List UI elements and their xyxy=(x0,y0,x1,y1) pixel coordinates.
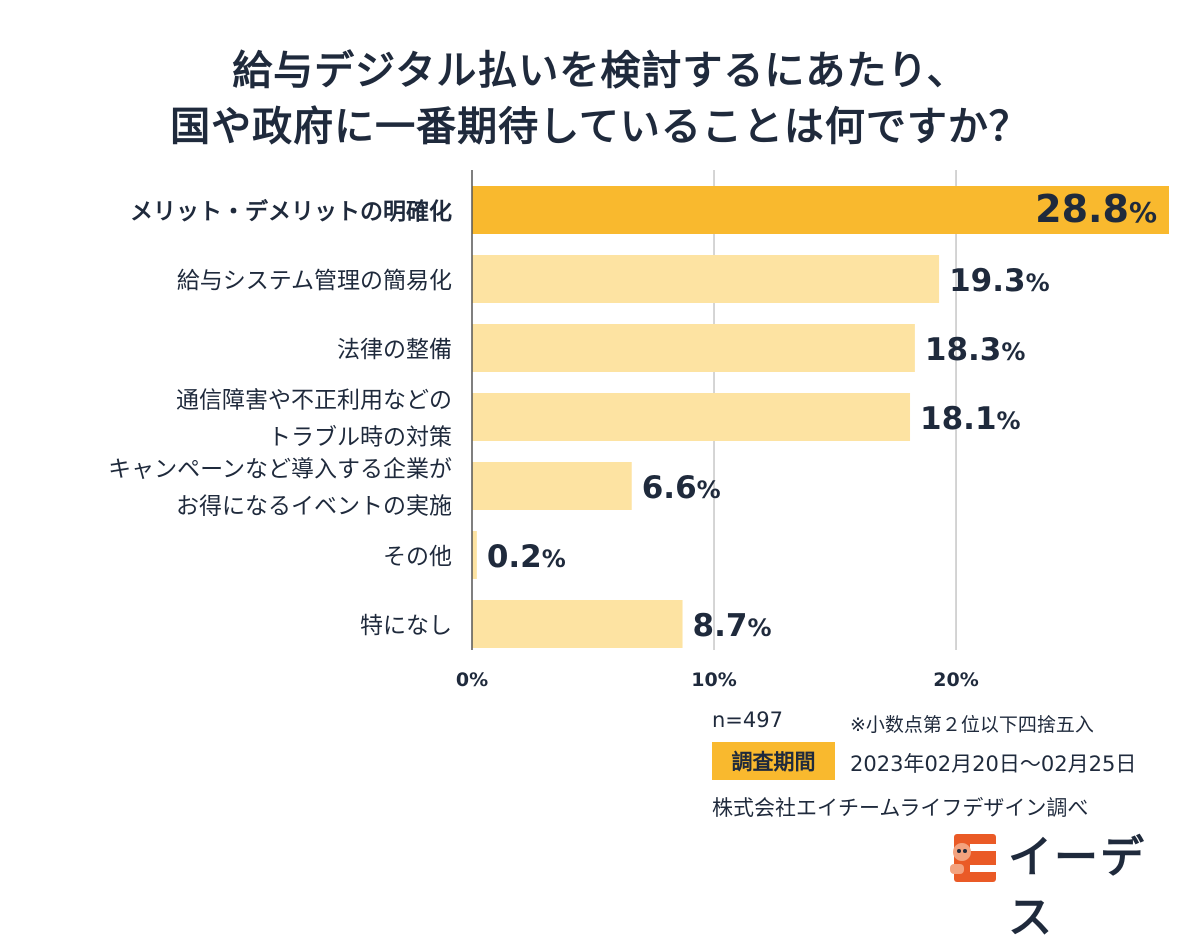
category-label: 法律の整備 xyxy=(337,337,452,363)
sample-size: n=497 xyxy=(712,708,783,732)
x-tick-label: 10% xyxy=(691,669,736,691)
bar xyxy=(472,462,632,510)
category-label: 給与システム管理の簡易化 xyxy=(177,268,452,294)
bar xyxy=(472,186,1169,234)
bar xyxy=(472,255,940,303)
category-label: 特になし xyxy=(360,613,452,639)
x-tick-label: 0% xyxy=(456,669,488,691)
bar-chart: メリット・デメリットの明確化 28.8% 給与システム管理の簡易化 19.3% 法律の整… xyxy=(108,170,1169,691)
chart-title-line-1: 給与デジタル払いを検討するにあたり、 xyxy=(232,48,968,94)
value-label: 6.6% xyxy=(642,470,721,506)
brand-name: イーデス xyxy=(1008,832,1146,943)
chart-title-line-2: 国や政府に一番期待していることは何ですか？ xyxy=(170,104,1030,150)
bar xyxy=(472,600,683,648)
rounding-note: ※小数点第２位以下四捨五入 xyxy=(850,714,1094,736)
survey-period: 2023年02月20日～02月25日 xyxy=(850,752,1137,776)
survey-period-badge: 調査期間 xyxy=(712,742,835,780)
category-label: トラブル時の対策 xyxy=(268,425,452,451)
category-label: メリット・デメリットの明確化 xyxy=(130,198,452,225)
category-label: お得になるイベントの実施 xyxy=(176,494,452,520)
category-label: 通信障害や不正利用などの xyxy=(176,388,452,414)
category-label: キャンペーンなど導入する企業が xyxy=(108,457,452,483)
value-label: 28.8% xyxy=(1035,187,1157,231)
bar xyxy=(472,393,911,441)
survey-source: 株式会社エイチームライフデザイン調べ xyxy=(712,796,1089,820)
x-tick-label: 20% xyxy=(933,669,978,691)
value-label: 18.3% xyxy=(925,332,1026,368)
bar xyxy=(472,324,915,372)
value-label: 8.7% xyxy=(693,608,772,644)
category-label: その他 xyxy=(383,544,452,570)
brand-logo: イーデス xyxy=(948,828,1178,943)
mascot-e-icon xyxy=(950,834,996,882)
value-label: 0.2% xyxy=(487,539,566,575)
infographic: 給与デジタル払いを検討するにあたり、 国や政府に一番期待していることは何ですか？… xyxy=(108,48,1178,943)
value-label: 19.3% xyxy=(949,263,1050,299)
value-label: 18.1% xyxy=(920,401,1021,437)
bar xyxy=(472,531,477,579)
